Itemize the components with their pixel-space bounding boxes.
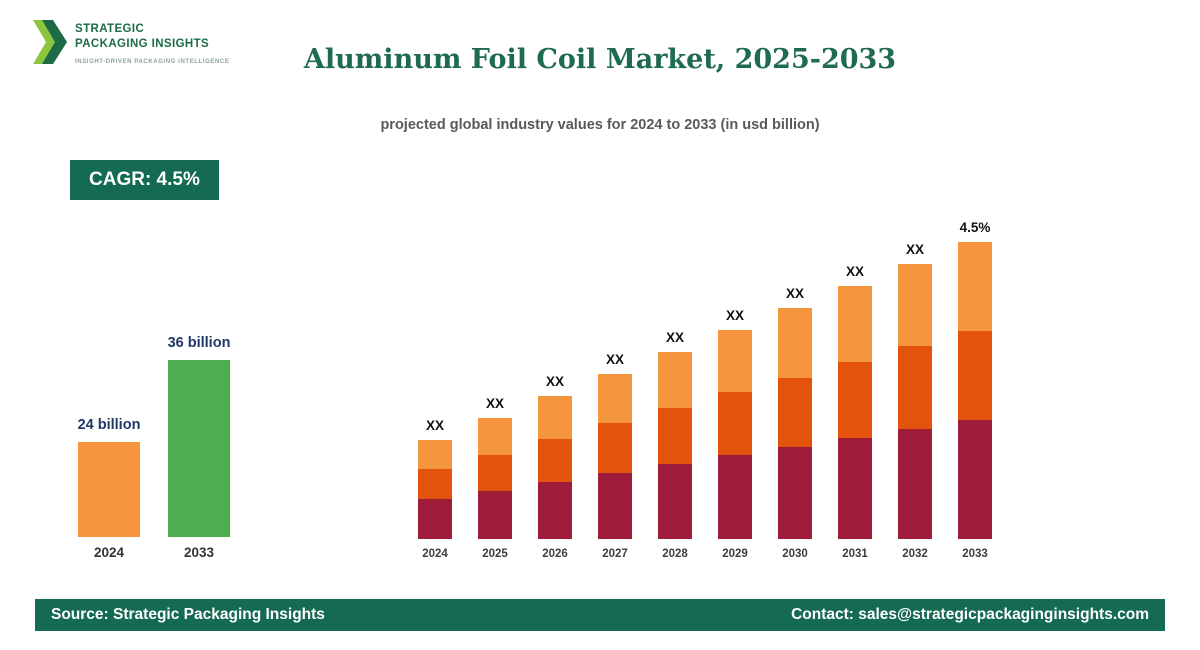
brand-name-line1: STRATEGIC <box>75 23 145 35</box>
stacked-bar-segment-middle <box>598 423 632 473</box>
stacked-bar-value-label: XX <box>665 330 684 345</box>
mini-bar <box>78 442 140 537</box>
stacked-bar-segment-middle <box>838 362 872 438</box>
cagr-badge: CAGR: 4.5% <box>70 160 219 200</box>
mini-bar-value-label: 24 billion <box>77 417 141 433</box>
footer-contact: Contact: sales@strategicpackaginginsight… <box>791 606 1149 623</box>
stacked-bar-segment-middle <box>718 392 752 455</box>
stacked-bar-segment-bottom <box>538 482 572 539</box>
mini-bar-group: 36 billion 2033 <box>167 335 231 560</box>
brand-text-block: STRATEGIC PACKAGING INSIGHTS INSIGHT-DRI… <box>75 13 229 65</box>
stacked-bar-value-label: XX <box>425 418 444 433</box>
brand-tagline: INSIGHT-DRIVEN PACKAGING INTELLIGENCE <box>75 58 230 65</box>
stacked-bar-group: XX 2027 <box>595 352 635 560</box>
stacked-bar-segment-middle <box>898 346 932 429</box>
stacked-bar-segment-top <box>418 440 452 469</box>
footer-source: Source: Strategic Packaging Insights <box>51 606 325 623</box>
page-subtitle: projected global industry values for 202… <box>380 117 820 133</box>
stacked-bar <box>778 308 812 539</box>
mini-bar-group: 24 billion 2024 <box>77 417 141 560</box>
stacked-bar-group: XX 2024 <box>415 418 455 560</box>
stacked-bar-segment-middle <box>958 331 992 420</box>
stacked-bar <box>598 374 632 539</box>
stacked-bar-segment-bottom <box>778 447 812 539</box>
stacked-bar <box>838 286 872 539</box>
stacked-bar-segment-top <box>898 264 932 346</box>
stacked-bar-segment-bottom <box>838 438 872 539</box>
stacked-bar-segment-middle <box>658 408 692 464</box>
stacked-bar-segment-top <box>958 242 992 331</box>
stacked-bar-year-label: 2029 <box>722 548 748 560</box>
brand-logo: STRATEGIC PACKAGING INSIGHTS INSIGHT-DRI… <box>33 13 229 76</box>
stacked-bar-value-label: XX <box>845 264 864 279</box>
stacked-bar-group: 4.5% 2033 <box>955 220 995 560</box>
stacked-bar-group: XX 2026 <box>535 374 575 560</box>
stacked-bar-segment-bottom <box>478 491 512 539</box>
stacked-bar-segment-top <box>538 396 572 439</box>
stacked-bar-group: XX 2028 <box>655 330 695 560</box>
stacked-bar-year-label: 2024 <box>422 548 448 560</box>
stacked-bar <box>538 396 572 539</box>
stacked-bar <box>418 440 452 539</box>
stacked-bar-segment-bottom <box>718 455 752 539</box>
stacked-bar-segment-bottom <box>658 464 692 539</box>
stacked-bar-year-label: 2032 <box>902 548 928 560</box>
stacked-bar-value-label: XX <box>485 396 504 411</box>
stacked-bar-segment-top <box>658 352 692 408</box>
mini-bar-year-label: 2033 <box>183 545 215 560</box>
stacked-bar-value-label: XX <box>545 374 564 389</box>
stacked-bar-value-label: XX <box>605 352 624 367</box>
stacked-bar-segment-bottom <box>958 420 992 539</box>
mini-chart: 24 billion 2024 36 billion 2033 <box>77 320 231 560</box>
stacked-bar-value-label: 4.5% <box>959 220 991 235</box>
stacked-bar-segment-middle <box>778 378 812 447</box>
brand-name-line2: PACKAGING INSIGHTS <box>75 37 210 50</box>
stacked-bar-chart: XX 2024 XX 2025 XX 2026 XX 2027 XX 2028 XX 2029 XX 20… <box>415 196 995 560</box>
stacked-bar-group: XX 2025 <box>475 396 515 560</box>
stacked-bar-segment-top <box>478 418 512 455</box>
stacked-bar-group: XX 2030 <box>775 286 815 560</box>
stacked-bar-segment-top <box>838 286 872 362</box>
stacked-bar-group: XX 2032 <box>895 242 935 560</box>
stacked-bar-segment-top <box>778 308 812 378</box>
stacked-bar <box>658 352 692 539</box>
stacked-bar-group: XX 2029 <box>715 308 755 560</box>
stacked-bar-value-label: XX <box>785 286 804 301</box>
mini-bar-year-label: 2024 <box>93 545 125 560</box>
mini-bar-value-label: 36 billion <box>167 335 231 351</box>
stacked-bar-year-label: 2025 <box>482 548 508 560</box>
stacked-bar <box>718 330 752 539</box>
stacked-bar <box>898 264 932 539</box>
stacked-bar-year-label: 2026 <box>542 548 568 560</box>
stacked-bar-segment-middle <box>478 455 512 491</box>
stacked-bar-value-label: XX <box>725 308 744 323</box>
stacked-bar-segment-middle <box>538 439 572 482</box>
stacked-bar-year-label: 2030 <box>782 548 808 560</box>
stacked-bar-segment-bottom <box>418 499 452 539</box>
stacked-bar-year-label: 2027 <box>602 548 628 560</box>
page-title: Aluminum Foil Coil Market, 2025-2033 <box>303 44 897 75</box>
stacked-bar <box>958 242 992 539</box>
stacked-bar-segment-bottom <box>898 429 932 539</box>
stacked-bar <box>478 418 512 539</box>
mini-bar <box>168 360 230 537</box>
brand-chevron-icon <box>33 13 67 76</box>
stacked-bar-year-label: 2028 <box>662 548 688 560</box>
stacked-bar-segment-bottom <box>598 473 632 539</box>
footer-bar: Source: Strategic Packaging Insights Con… <box>35 599 1165 631</box>
stacked-bar-year-label: 2031 <box>842 548 868 560</box>
stacked-bar-group: XX 2031 <box>835 264 875 560</box>
stacked-bar-segment-top <box>598 374 632 423</box>
stacked-bar-segment-middle <box>418 469 452 499</box>
stacked-bar-segment-top <box>718 330 752 392</box>
stacked-bar-year-label: 2033 <box>962 548 988 560</box>
stacked-bar-value-label: XX <box>905 242 924 257</box>
